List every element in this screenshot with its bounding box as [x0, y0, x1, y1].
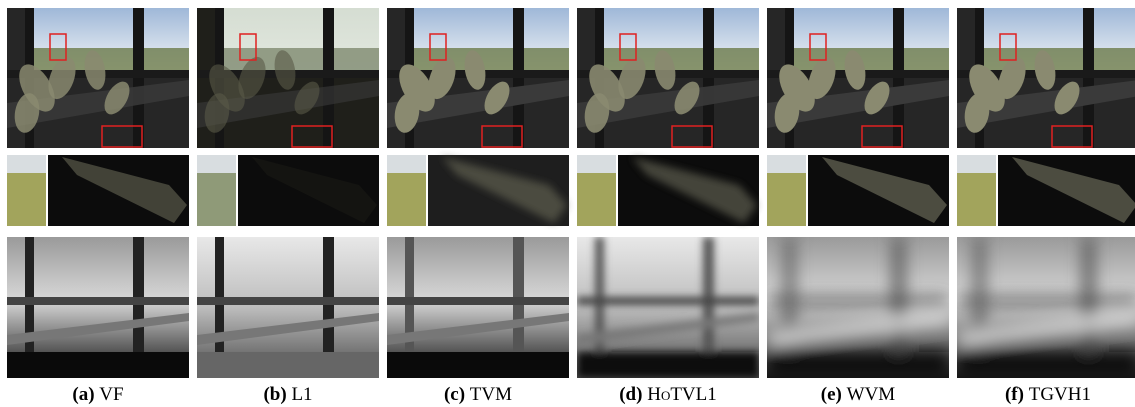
- panel-column: (a) VF: [7, 8, 189, 405]
- caption: (a) VF: [72, 384, 123, 405]
- map-floor: [7, 352, 189, 378]
- photo: [387, 8, 569, 148]
- crop-sky: [957, 155, 996, 173]
- photo: [577, 8, 759, 148]
- crops: [957, 155, 1135, 226]
- caption-label: (f): [1005, 384, 1024, 405]
- caption-label: (b): [263, 384, 286, 405]
- crop-sky: [197, 155, 236, 173]
- caption-name: TVM: [470, 384, 512, 405]
- photo: [767, 8, 949, 148]
- map-bar: [767, 297, 949, 305]
- map-floor: [957, 352, 1135, 378]
- caption-label: (e): [821, 384, 842, 405]
- map: [7, 237, 189, 378]
- crops: [387, 155, 569, 226]
- caption-name: HoTVL1: [647, 384, 717, 405]
- caption: (b) L1: [263, 384, 312, 405]
- map: [767, 237, 949, 378]
- photo: [957, 8, 1135, 148]
- panel-column: (b) L1: [197, 8, 379, 405]
- caption-label: (a): [72, 384, 94, 405]
- map-floor: [767, 352, 949, 378]
- caption: (c) TVM: [444, 384, 512, 405]
- caption-label: (c): [444, 384, 465, 405]
- caption-name: TGVH1: [1029, 384, 1091, 405]
- map-floor: [197, 352, 379, 378]
- map-content: [957, 237, 1135, 378]
- map-floor: [577, 352, 759, 378]
- map-content: [7, 237, 189, 378]
- panel-column: (f) TGVH1: [957, 8, 1135, 405]
- caption: (d) HoTVL1: [619, 384, 717, 405]
- crops: [7, 155, 189, 226]
- crop-sky: [767, 155, 806, 173]
- map-bar: [957, 297, 1135, 305]
- map-content: [767, 237, 949, 378]
- panel-column: (d) HoTVL1: [577, 8, 759, 405]
- crop-sky: [7, 155, 46, 173]
- map-bar: [577, 297, 759, 305]
- map-content: [387, 237, 569, 378]
- crops: [197, 155, 379, 226]
- crops: [577, 155, 759, 226]
- caption-label: (d): [619, 384, 642, 405]
- map-bar: [387, 297, 569, 305]
- map-bar: [197, 297, 379, 305]
- crop-sky: [387, 155, 426, 173]
- map: [197, 237, 379, 378]
- map: [387, 237, 569, 378]
- map-floor: [387, 352, 569, 378]
- photo: [197, 8, 379, 148]
- crop-sky: [577, 155, 616, 173]
- caption: (f) TGVH1: [1005, 384, 1091, 405]
- map-content: [197, 237, 379, 378]
- map: [577, 237, 759, 378]
- map-content: [577, 237, 759, 378]
- caption-name: WVM: [847, 384, 896, 405]
- caption-name: VF: [99, 384, 123, 405]
- photo: [7, 8, 189, 148]
- panel-column: (e) WVM: [767, 8, 949, 405]
- map-bar: [7, 297, 189, 305]
- crops: [767, 155, 949, 226]
- map: [957, 237, 1135, 378]
- caption: (e) WVM: [821, 384, 895, 405]
- caption-name: L1: [291, 384, 312, 405]
- panel-column: (c) TVM: [387, 8, 569, 405]
- figure: (a) VF (b) L1 (c) TVM (d) HoTVL1 (e) WVM (f) …: [0, 0, 1135, 407]
